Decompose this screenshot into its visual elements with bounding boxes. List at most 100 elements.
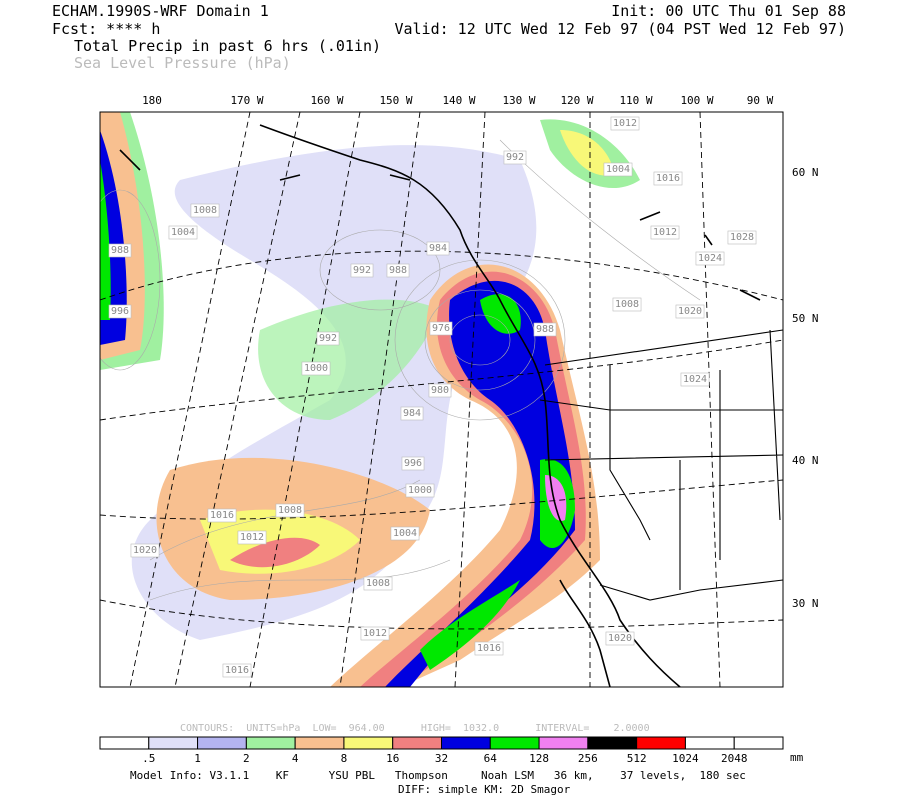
contour-label: 1016 — [210, 510, 234, 521]
longitude-label: 150 W — [379, 94, 412, 107]
colorbar-label: 16 — [386, 752, 399, 765]
colorbar-swatch — [587, 736, 638, 750]
longitude-label: 120 W — [560, 94, 593, 107]
init-time: Init: 00 UTC Thu 01 Sep 88 — [611, 2, 846, 20]
colorbar-label: 4 — [292, 752, 299, 765]
colorbar-unit: mm — [790, 751, 804, 764]
contour-label-box — [130, 543, 160, 558]
colorbar-swatch — [99, 736, 150, 750]
contour-label-box — [400, 406, 424, 421]
colorbar-swatch — [294, 736, 345, 750]
contour-label: 988 — [536, 324, 554, 335]
colorbar-swatch — [733, 736, 784, 750]
latitude-label: 60 N — [792, 166, 819, 179]
colorbar-label: 64 — [484, 752, 498, 765]
colorbar-label: 128 — [529, 752, 549, 765]
latitude-label: 50 N — [792, 312, 819, 325]
contour-label-box — [363, 576, 393, 591]
contour-label-box — [610, 116, 640, 131]
contour-label: 1004 — [606, 164, 630, 175]
longitude-label: 100 W — [680, 94, 713, 107]
contour-label-box — [301, 361, 331, 376]
contour-label-box — [426, 241, 450, 256]
contour-label: 1012 — [653, 227, 677, 238]
contour-label-box — [108, 243, 132, 258]
coastlines — [119, 124, 783, 687]
longitude-label: 90 W — [747, 94, 774, 107]
contour-label-box — [653, 171, 683, 186]
contour-label: 1012 — [240, 532, 264, 543]
contour-label-box — [503, 150, 527, 165]
contour-label: 1020 — [678, 306, 702, 317]
contour-label-box — [603, 162, 633, 177]
contour-label-box — [222, 663, 252, 678]
contour-label: 1020 — [133, 545, 157, 556]
contour-label: 992 — [353, 265, 371, 276]
colorbar-swatch — [684, 736, 735, 750]
contour-field-title: Sea Level Pressure (hPa) — [74, 54, 291, 72]
contour-label-box — [429, 321, 453, 336]
longitude-labels: 180 170 W 160 W 150 W 140 W 130 W 120 W … — [142, 94, 774, 107]
field-title: Total Precip in past 6 hrs (.01in) — [74, 37, 381, 55]
contour-label-box — [680, 372, 710, 387]
contour-label-box — [474, 641, 504, 656]
colorbar-swatch — [148, 736, 199, 750]
colorbar-swatch — [197, 736, 247, 750]
contour-label: 996 — [404, 458, 422, 469]
colorbar-swatch — [441, 736, 491, 750]
colorbar-label: 512 — [627, 752, 647, 765]
contour-label: 1008 — [366, 578, 390, 589]
contour-label: 1016 — [225, 665, 249, 676]
precip-field — [100, 112, 640, 687]
colorbar-label: 8 — [341, 752, 348, 765]
contour-label: 992 — [506, 152, 524, 163]
colorbar: .5 1 2 4 8 16 32 64 128 256 512 1024 2048 — [99, 736, 784, 765]
contour-label: 984 — [403, 408, 421, 419]
contour-label-box — [207, 508, 237, 523]
contour-label-box — [428, 383, 452, 398]
contour-label: 1020 — [608, 633, 632, 644]
colorbar-label: .5 — [142, 752, 155, 765]
contour-label-box — [190, 203, 220, 218]
contour-label: 1000 — [304, 363, 328, 374]
contour-label-box — [675, 304, 705, 319]
contour-label: 1012 — [613, 118, 637, 129]
map-frame — [99, 111, 784, 688]
contour-label: 1004 — [171, 227, 195, 238]
contour-label: 984 — [429, 243, 447, 254]
contour-labels: 1012 992 1004 1016 1008 1004 984 1012 10… — [108, 116, 757, 678]
colorbar-label: 1 — [194, 752, 201, 765]
contour-label-box — [695, 251, 725, 266]
contour-label-box — [650, 225, 680, 240]
diff-info: DIFF: simple KM: 2D Smagor — [398, 783, 571, 796]
contour-label: 996 — [111, 306, 129, 317]
colorbar-swatch — [343, 736, 394, 750]
contour-label-box — [612, 297, 642, 312]
contour-label-box — [533, 322, 557, 337]
colorbar-swatch — [392, 736, 443, 750]
contour-label: 1004 — [393, 528, 417, 539]
contour-label: 1028 — [730, 232, 754, 243]
contour-label: 1008 — [615, 299, 639, 310]
contour-label-box — [390, 526, 420, 541]
contour-label: 992 — [319, 333, 337, 344]
contour-label-box — [386, 263, 410, 278]
contour-label-box — [275, 503, 305, 518]
colorbar-swatch — [636, 736, 686, 750]
contour-label-box — [405, 483, 435, 498]
colorbar-label: 32 — [435, 752, 448, 765]
contour-label-box — [401, 456, 425, 471]
forecast-hour: Fcst: **** h — [52, 20, 160, 38]
longitude-label: 170 W — [230, 94, 263, 107]
latitude-label: 30 N — [792, 597, 819, 610]
colorbar-swatch — [245, 736, 296, 750]
contour-label-box — [108, 304, 132, 319]
colorbar-label: 1024 — [672, 752, 699, 765]
contour-label-box — [360, 626, 390, 641]
contour-label-box — [350, 263, 374, 278]
model-title: ECHAM.1990S-WRF Domain 1 — [52, 2, 269, 20]
contour-label: 980 — [431, 385, 449, 396]
contour-label: 1000 — [408, 485, 432, 496]
